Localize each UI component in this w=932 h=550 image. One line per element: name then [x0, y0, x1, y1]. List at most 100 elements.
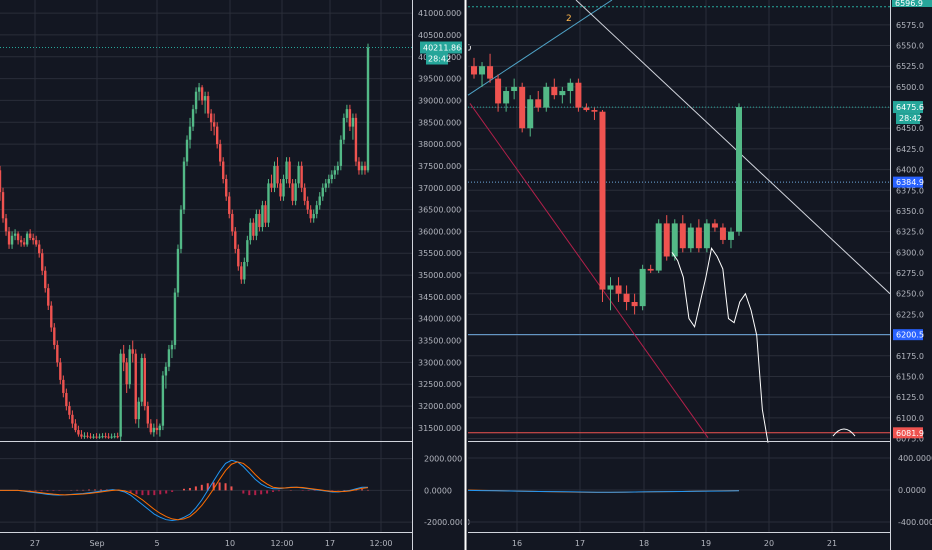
left-candle-body — [137, 401, 140, 420]
left-candle-body — [357, 161, 361, 171]
left-candle-body — [191, 109, 195, 127]
right-candle — [679, 215, 686, 253]
left-candle-body — [255, 213, 258, 236]
left-candle — [300, 161, 303, 193]
left-candle — [279, 179, 282, 201]
left-candle-body — [327, 179, 330, 184]
right-candle-body — [631, 301, 638, 307]
right-signal-line — [467, 489, 740, 493]
left-chart-panel[interactable]: 41000.000040500.000040000.000039500.0000… — [0, 0, 471, 550]
left-candle-body — [234, 231, 237, 249]
right-price-tick: 6500.0 — [896, 83, 924, 92]
right-candle — [727, 227, 734, 249]
left-candle — [71, 410, 74, 428]
right-time-tick: 17 — [575, 539, 585, 548]
right-candle — [503, 86, 510, 112]
left-candle-body — [56, 344, 59, 363]
left-gridlines — [0, 0, 412, 532]
right-candle — [479, 62, 486, 87]
left-candle — [167, 344, 171, 372]
left-candle-body — [324, 183, 327, 188]
left-candle-body — [228, 196, 231, 214]
left-candle-body — [140, 358, 143, 402]
right-price-tick: 6275.0 — [896, 269, 924, 278]
left-countdown-label: 28:42 — [428, 55, 451, 64]
left-candle — [74, 419, 77, 433]
left-candle-body — [92, 436, 95, 438]
left-candle-body — [31, 237, 35, 241]
right-candle-body — [663, 223, 670, 257]
right-candle — [687, 223, 694, 253]
red-trendline[interactable] — [469, 103, 709, 438]
drawing-annotation[interactable]: 2 — [566, 14, 572, 24]
right-candle-body — [679, 223, 686, 249]
left-candle — [110, 433, 113, 439]
left-candle-body — [116, 436, 119, 438]
left-price-axis: 41000.000040500.000040000.000039500.0000… — [418, 9, 470, 527]
right-candle — [639, 264, 646, 311]
left-candle — [261, 200, 264, 232]
left-price-tick: 38000.0000 — [418, 140, 466, 149]
left-candle — [107, 433, 110, 439]
right-candle-body — [736, 107, 742, 232]
left-candle-body — [197, 87, 201, 92]
right-time-tick: 20 — [764, 539, 774, 548]
left-candle-body — [240, 266, 243, 280]
left-price-tick: 37500.0000 — [418, 162, 466, 171]
right-candle-body — [695, 227, 702, 249]
left-candle-body — [206, 96, 210, 114]
left-price-tick: 34000.0000 — [418, 315, 466, 324]
right-candle — [631, 293, 638, 315]
left-candle — [252, 218, 255, 241]
left-candle-body — [297, 165, 300, 184]
left-candle-body — [98, 436, 101, 438]
left-price-tick: 33000.0000 — [418, 358, 466, 367]
left-candle-body — [161, 375, 165, 426]
left-candle — [288, 157, 291, 188]
left-candle — [38, 240, 41, 258]
left-candle — [10, 231, 14, 249]
left-candle — [104, 432, 107, 439]
left-candle-body — [237, 248, 240, 267]
right-time-tick: 19 — [701, 539, 711, 548]
left-candle-body — [285, 161, 288, 180]
left-candle — [44, 266, 47, 293]
left-time-tick: 12:00 — [369, 539, 392, 548]
left-candle-body — [288, 161, 291, 184]
left-candle — [185, 135, 189, 166]
right-candle — [543, 82, 550, 112]
right-candle-body — [487, 66, 494, 79]
left-price-tick: 32000.0000 — [418, 402, 466, 411]
right-overlay-curve — [671, 246, 856, 443]
left-candle — [249, 218, 252, 245]
left-candle — [234, 227, 237, 254]
left-candle-body — [212, 122, 216, 127]
left-candle — [209, 109, 213, 131]
left-candle-body — [291, 183, 294, 201]
left-candle — [330, 170, 334, 184]
right-candle-body — [583, 107, 590, 111]
right-overlay-arc — [832, 428, 856, 437]
right-candle — [551, 78, 558, 100]
white-trendline[interactable] — [575, 0, 891, 295]
left-candle — [357, 157, 361, 175]
left-candle — [13, 229, 17, 241]
left-candle — [327, 174, 330, 188]
cyan-trendline[interactable] — [467, 0, 613, 96]
right-trendlines[interactable] — [467, 0, 891, 438]
right-last-price-label: 6475.6 — [896, 103, 924, 112]
right-candle — [511, 78, 518, 100]
left-last-price-background — [420, 41, 464, 54]
left-candle-body — [312, 213, 315, 219]
left-candle-body — [19, 240, 23, 243]
left-candle-body — [34, 240, 38, 245]
left-price-tick: 38500.0000 — [418, 118, 466, 127]
left-candle — [212, 113, 216, 136]
right-level-c-background — [893, 427, 923, 439]
right-chart-panel[interactable]: 6575.06550.06525.06500.06475.06450.06425… — [467, 0, 932, 550]
left-candle — [276, 157, 279, 188]
left-price-tick: 32500.0000 — [418, 380, 466, 389]
left-candle-body — [185, 139, 189, 162]
left-candle — [7, 227, 11, 249]
